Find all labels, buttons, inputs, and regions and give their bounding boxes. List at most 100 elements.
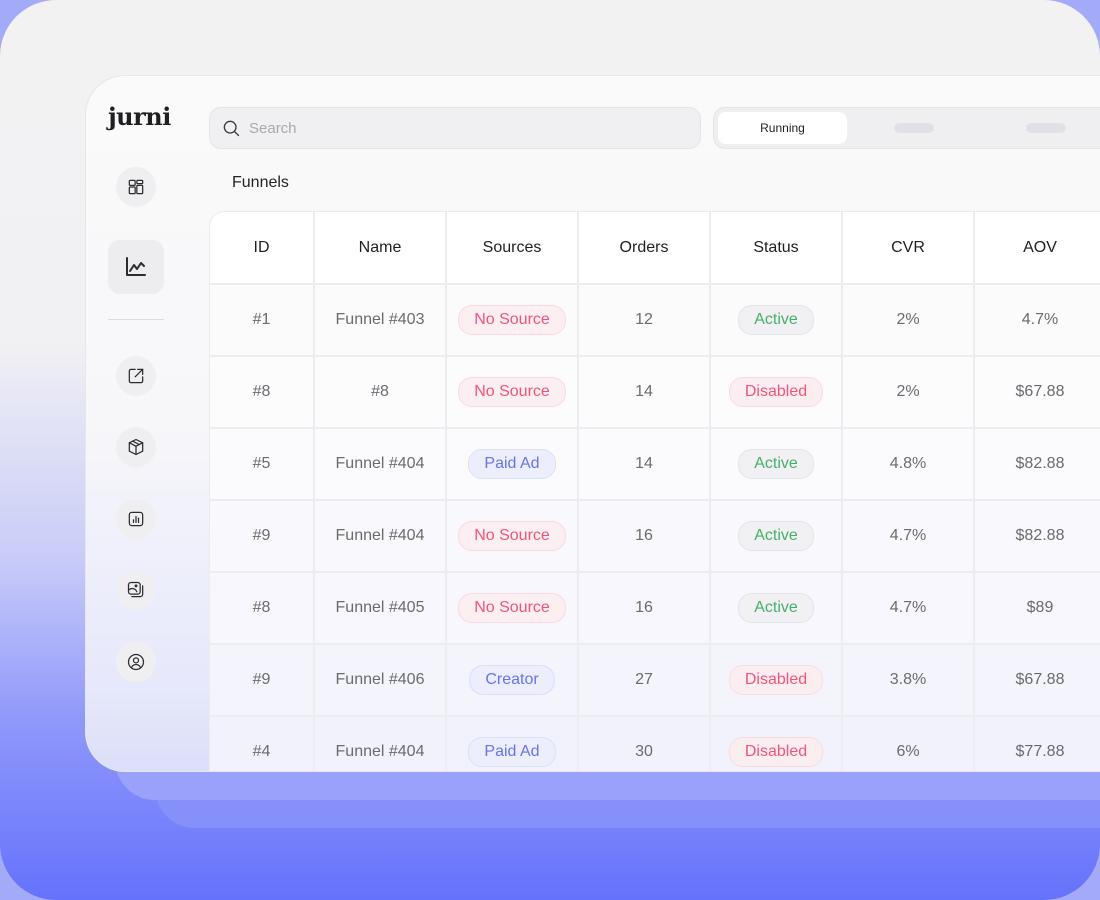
cell-orders: 27 <box>578 644 711 717</box>
cell-name: Funnel #403 <box>314 284 447 357</box>
segment-running[interactable]: Running <box>718 112 847 144</box>
status-badge: Active <box>738 305 814 335</box>
sidebar-item-share[interactable] <box>116 356 156 396</box>
sidebar-divider <box>108 319 164 320</box>
cell-aov: $67.88 <box>974 356 1100 429</box>
table-row[interactable]: #8 Funnel #405 No Source 16 Active 4.7% … <box>210 572 1100 645</box>
column-header-status[interactable]: Status <box>710 212 843 285</box>
cell-id: #9 <box>210 644 315 717</box>
search-bar[interactable] <box>209 107 701 149</box>
app-window: jurni Running <box>85 75 1100 772</box>
images-icon <box>127 581 144 598</box>
column-header-cvr[interactable]: CVR <box>842 212 975 285</box>
cell-id: #4 <box>210 716 315 771</box>
sidebar-item-reports[interactable] <box>116 499 156 539</box>
sidebar-item-analytics[interactable] <box>108 240 164 294</box>
table-row[interactable]: #9 Funnel #404 No Source 16 Active 4.7% … <box>210 500 1100 573</box>
cell-status: Disabled <box>710 356 843 429</box>
cell-source: No Source <box>446 356 579 429</box>
layout-grid-icon <box>128 179 144 195</box>
cell-orders: 16 <box>578 500 711 573</box>
search-icon <box>223 120 240 137</box>
table-row[interactable]: #5 Funnel #404 Paid Ad 14 Active 4.8% $8… <box>210 428 1100 501</box>
sidebar-item-profile[interactable] <box>116 642 156 682</box>
sidebar-item-dashboard[interactable] <box>116 167 156 207</box>
cell-aov: $82.88 <box>974 500 1100 573</box>
column-header-orders[interactable]: Orders <box>578 212 711 285</box>
cell-id: #5 <box>210 428 315 501</box>
cell-cvr: 4.8% <box>842 428 975 501</box>
status-badge: Active <box>738 593 814 623</box>
cell-source: No Source <box>446 572 579 645</box>
cell-aov: $89 <box>974 572 1100 645</box>
external-link-icon <box>128 368 144 384</box>
cell-cvr: 6% <box>842 716 975 771</box>
app-logo: jurni <box>108 102 171 131</box>
cell-orders: 14 <box>578 356 711 429</box>
column-header-sources[interactable]: Sources <box>446 212 579 285</box>
cell-name: Funnel #404 <box>314 716 447 771</box>
cell-cvr: 4.7% <box>842 572 975 645</box>
source-badge: No Source <box>458 305 566 335</box>
table-row[interactable]: #4 Funnel #404 Paid Ad 30 Disabled 6% $7… <box>210 716 1100 771</box>
cell-orders: 12 <box>578 284 711 357</box>
status-filter-segmented-control: Running <box>713 107 1100 149</box>
cell-name: Funnel #404 <box>314 428 447 501</box>
cell-source: Paid Ad <box>446 716 579 771</box>
package-icon <box>128 438 144 456</box>
cell-aov: $67.88 <box>974 644 1100 717</box>
cell-name: Funnel #406 <box>314 644 447 717</box>
source-badge: Paid Ad <box>468 449 556 479</box>
cell-id: #9 <box>210 500 315 573</box>
sidebar-item-gallery[interactable] <box>116 570 156 610</box>
segment-option-2[interactable] <box>894 123 934 133</box>
source-badge: Creator <box>469 665 555 695</box>
cell-orders: 14 <box>578 428 711 501</box>
table-header-row: ID Name Sources Orders Status CVR AOV <box>210 212 1100 285</box>
column-header-name[interactable]: Name <box>314 212 447 285</box>
cell-status: Active <box>710 428 843 501</box>
cell-orders: 30 <box>578 716 711 771</box>
cell-name: Funnel #404 <box>314 500 447 573</box>
source-badge: No Source <box>458 377 566 407</box>
cell-status: Active <box>710 572 843 645</box>
bar-chart-icon <box>128 511 144 527</box>
cell-status: Disabled <box>710 644 843 717</box>
cell-source: No Source <box>446 284 579 357</box>
user-circle-icon <box>127 653 145 671</box>
status-badge: Disabled <box>728 737 824 767</box>
status-badge: Active <box>738 521 814 551</box>
sidebar-item-products[interactable] <box>116 427 156 467</box>
cell-status: Active <box>710 284 843 357</box>
cell-id: #1 <box>210 284 315 357</box>
cell-aov: $82.88 <box>974 428 1100 501</box>
cell-cvr: 3.8% <box>842 644 975 717</box>
cell-cvr: 2% <box>842 356 975 429</box>
cell-status: Disabled <box>710 716 843 771</box>
cell-cvr: 4.7% <box>842 500 975 573</box>
cell-id: #8 <box>210 356 315 429</box>
cell-aov: $77.88 <box>974 716 1100 771</box>
segment-option-3[interactable] <box>1026 123 1066 133</box>
column-header-aov[interactable]: AOV <box>974 212 1100 285</box>
cell-source: No Source <box>446 500 579 573</box>
cell-cvr: 2% <box>842 284 975 357</box>
table-row[interactable]: #1 Funnel #403 No Source 12 Active 2% 4.… <box>210 284 1100 357</box>
cell-status: Active <box>710 500 843 573</box>
cell-aov: 4.7% <box>974 284 1100 357</box>
status-badge: Disabled <box>728 665 824 695</box>
source-badge: Paid Ad <box>468 737 556 767</box>
table-row[interactable]: #9 Funnel #406 Creator 27 Disabled 3.8% … <box>210 644 1100 717</box>
cell-id: #8 <box>210 572 315 645</box>
column-header-id[interactable]: ID <box>210 212 315 285</box>
cell-source: Paid Ad <box>446 428 579 501</box>
funnels-table: ID Name Sources Orders Status CVR AOV #1… <box>209 211 1100 771</box>
search-input[interactable] <box>249 119 649 137</box>
table-row[interactable]: #8 #8 No Source 14 Disabled 2% $67.88 <box>210 356 1100 429</box>
section-title: Funnels <box>232 174 289 191</box>
source-badge: No Source <box>458 593 566 623</box>
cell-orders: 16 <box>578 572 711 645</box>
status-badge: Active <box>738 449 814 479</box>
source-badge: No Source <box>458 521 566 551</box>
